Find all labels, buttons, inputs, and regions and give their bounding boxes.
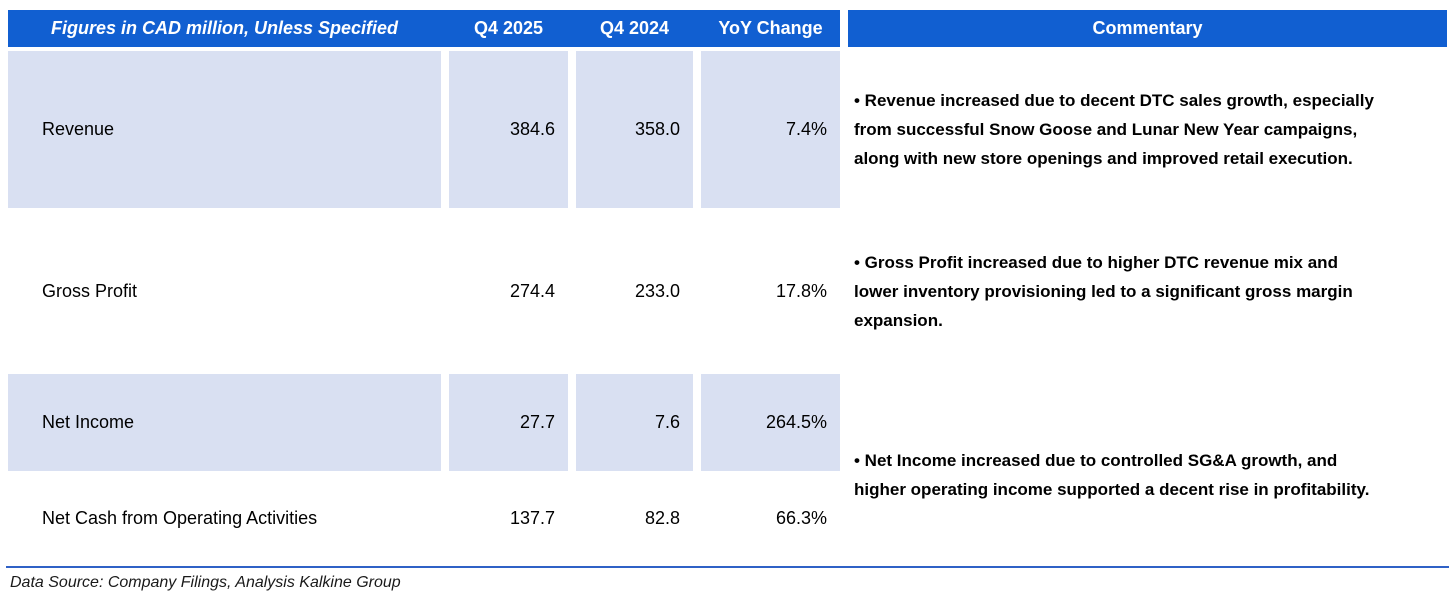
gross-profit-yoy-value: 17.8%: [701, 212, 840, 370]
col-header-commentary: Commentary: [848, 10, 1447, 47]
net-cash-q4-2025-value: 137.7: [449, 475, 568, 561]
commentary-line: • Revenue increased due to decent DTC sa…: [854, 91, 1374, 110]
table-header-bar: [8, 10, 840, 47]
revenue-q4-2024-value: 358.0: [576, 51, 693, 208]
commentary-line: along with new store openings and improv…: [854, 149, 1353, 168]
commentary-line: • Gross Profit increased due to higher D…: [854, 252, 1338, 272]
commentary-line: lower inventory provisioning led to a si…: [854, 281, 1353, 301]
commentary-line: • Net Income increased due to controlled…: [854, 450, 1338, 470]
commentary-revenue: • Revenue increased due to decent DTC sa…: [848, 51, 1447, 208]
financial-table: Figures in CAD million, Unless Specified…: [8, 10, 1447, 561]
net-cash-q4-2024-value: 82.8: [576, 475, 693, 561]
commentary-line: expansion.: [854, 310, 943, 330]
col-header-figures: Figures in CAD million, Unless Specified: [50, 18, 399, 38]
net-income-yoy-value: 264.5%: [701, 374, 840, 471]
gross-profit-q4-2024-value: 233.0: [576, 212, 693, 370]
bottom-divider-line: [6, 566, 1449, 568]
gross-profit-q4-2025-value: 274.4: [449, 212, 568, 370]
revenue-yoy-value: 7.4%: [701, 51, 840, 208]
row-label-net-cash-operating: Net Cash from Operating Activities: [8, 475, 441, 561]
data-source-note: Data Source: Company Filings, Analysis K…: [10, 574, 401, 591]
commentary-line: from successful Snow Goose and Lunar New…: [854, 120, 1358, 139]
net-income-q4-2024-value: 7.6: [576, 374, 693, 471]
commentary-gross-profit: • Gross Profit increased due to higher D…: [848, 212, 1447, 370]
row-label-gross-profit: Gross Profit: [8, 212, 441, 370]
commentary-net-income: • Net Income increased due to controlled…: [848, 374, 1447, 561]
col-header-q4-2025: Q4 2025: [473, 18, 544, 38]
row-label-net-income: Net Income: [8, 374, 441, 471]
net-income-q4-2025-value: 27.7: [449, 374, 568, 471]
revenue-q4-2025-value: 384.6: [449, 51, 568, 208]
net-cash-yoy-value: 66.3%: [701, 475, 840, 561]
row-label-revenue: Revenue: [8, 51, 441, 208]
col-header-q4-2024: Q4 2024: [599, 18, 670, 38]
commentary-line: higher operating income supported a dece…: [854, 479, 1370, 499]
col-header-yoy-change: YoY Change: [718, 18, 823, 38]
